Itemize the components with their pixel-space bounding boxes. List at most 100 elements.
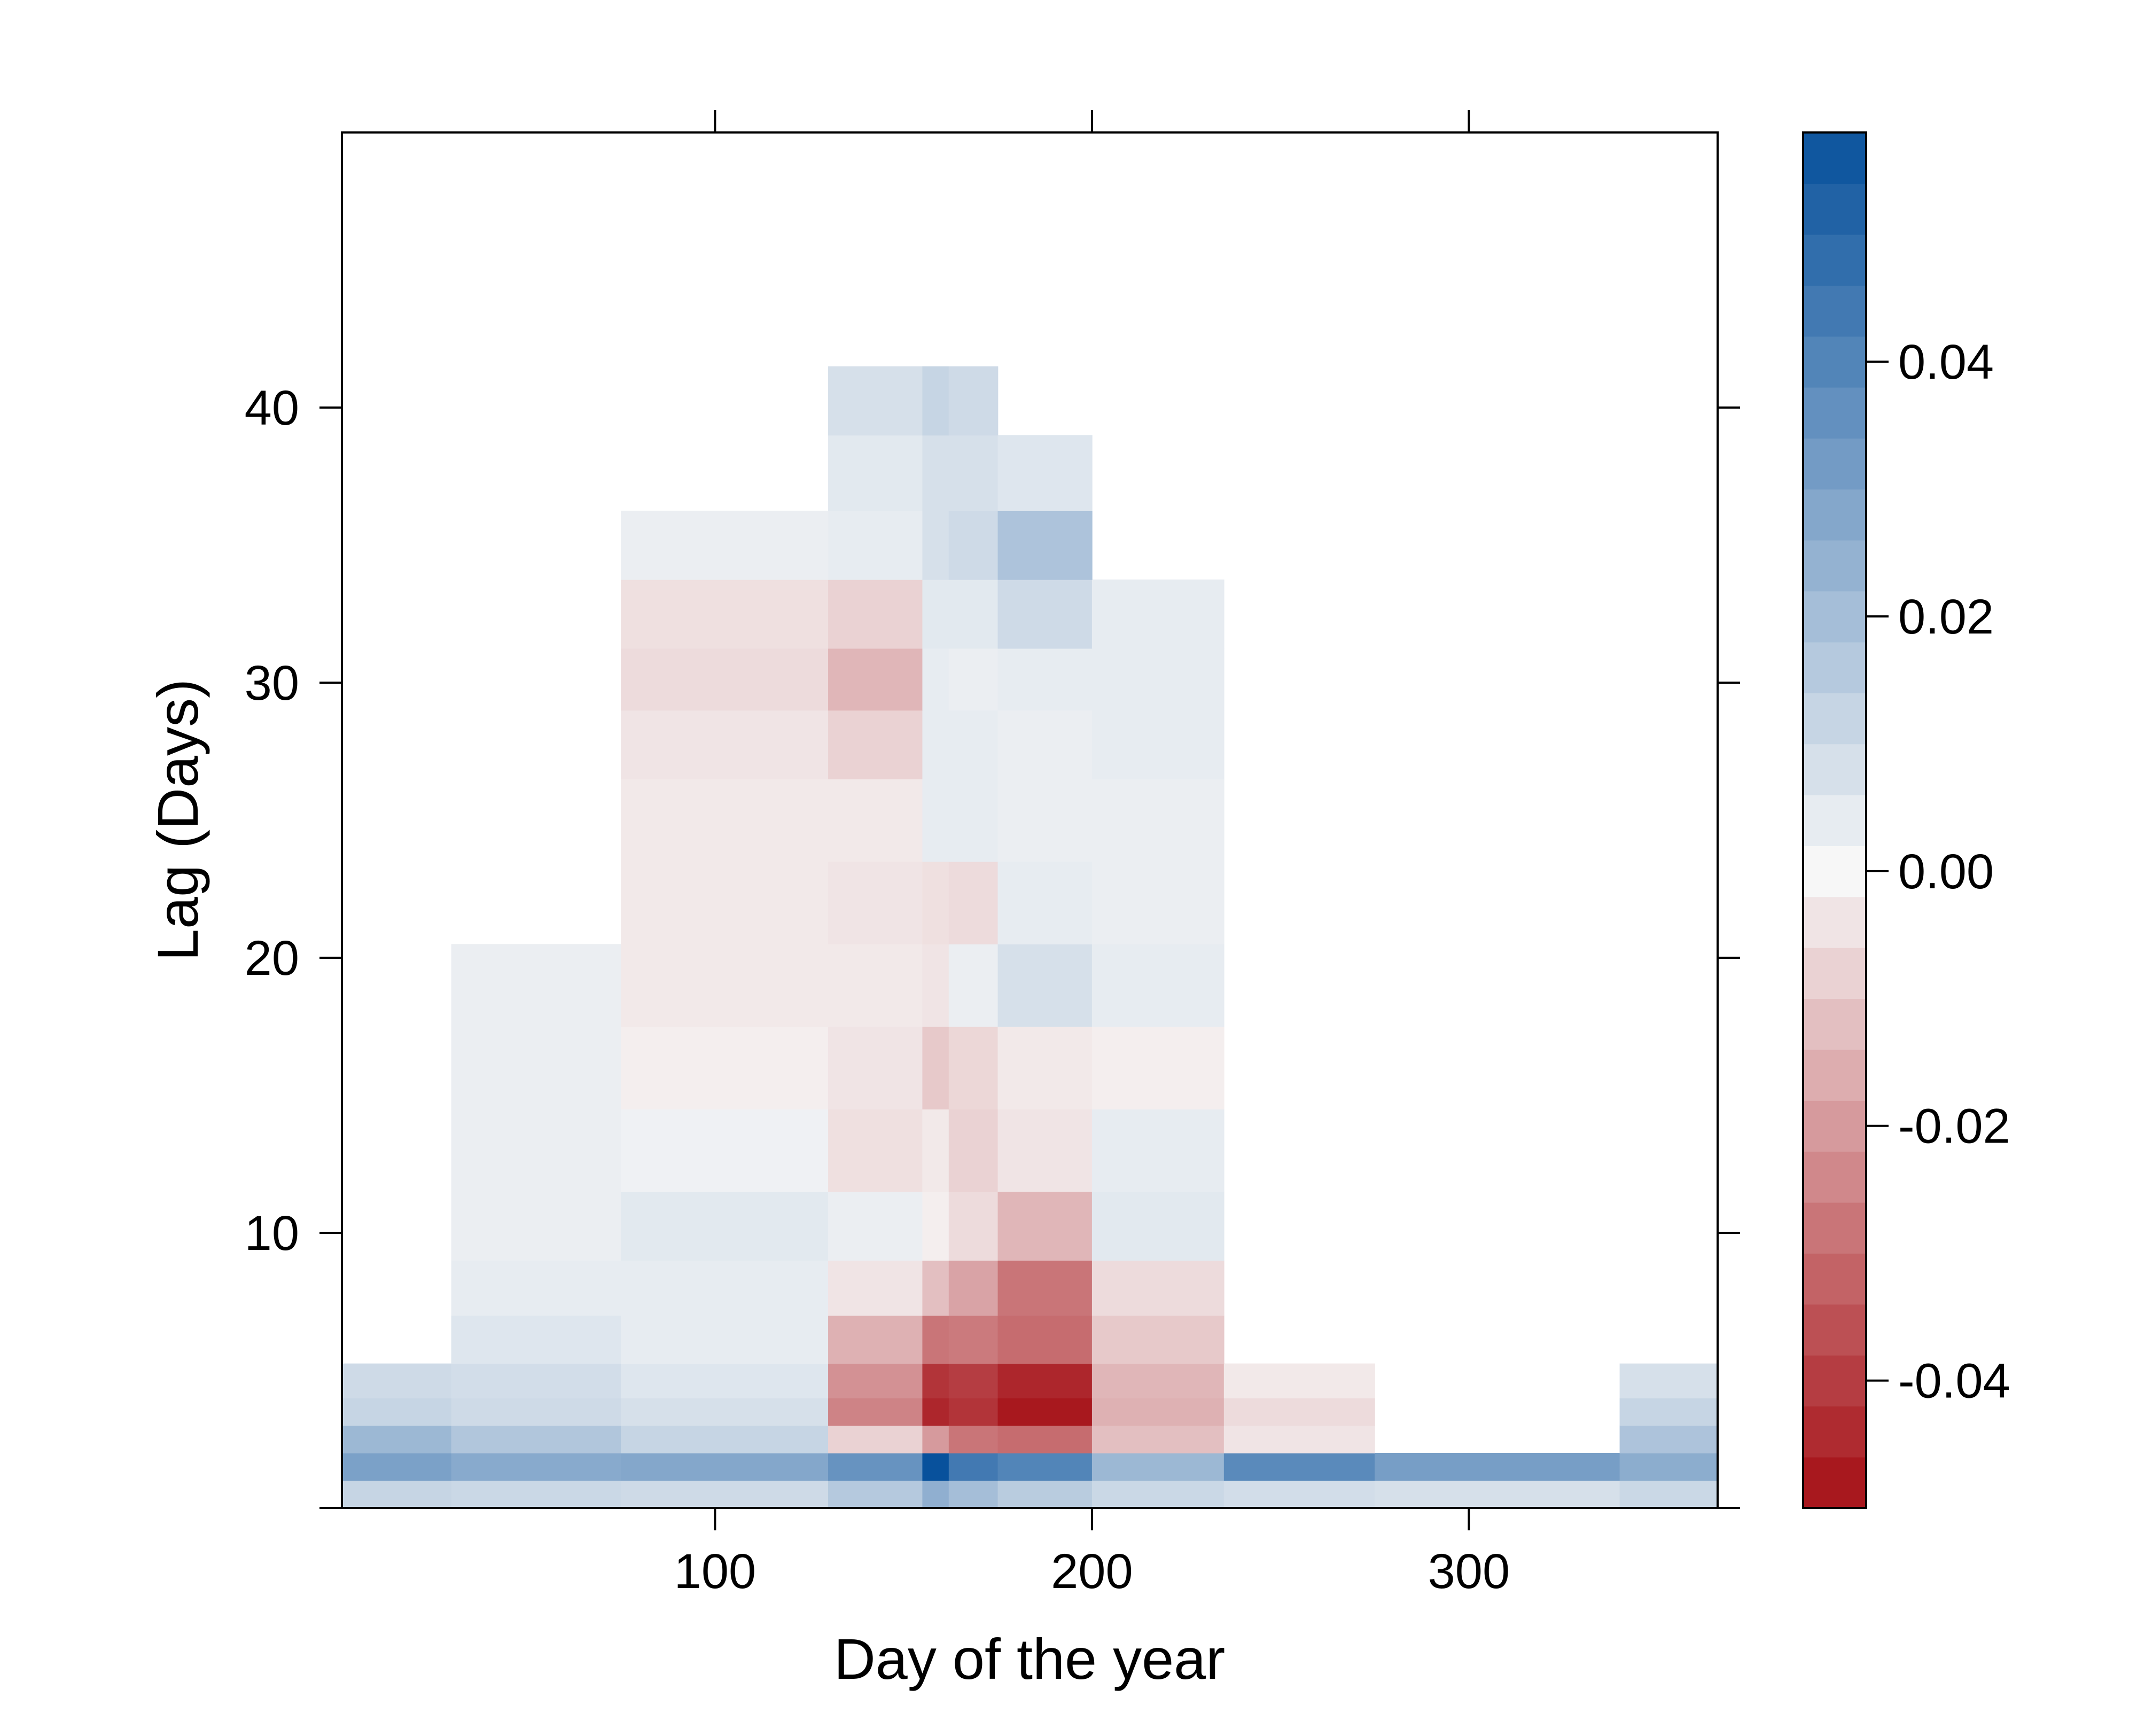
heatmap-cell	[1091, 861, 1225, 945]
heatmap-cell	[1091, 648, 1225, 711]
heatmap-cell	[621, 1191, 829, 1261]
heatmap-cell	[621, 944, 829, 1027]
colorbar-step	[1803, 1304, 1866, 1356]
heatmap-cell	[922, 944, 949, 1027]
heatmap-cell	[1619, 1398, 1718, 1426]
heatmap-cell	[451, 1260, 621, 1316]
heatmap-cell	[828, 1191, 923, 1261]
colorbar-step	[1803, 234, 1866, 286]
heatmap-cell	[828, 1425, 923, 1453]
heatmap-cell	[621, 710, 829, 780]
heatmap-cell	[997, 779, 1093, 862]
heatmap-cell	[1223, 1453, 1375, 1481]
heatmap-cell	[948, 366, 999, 436]
heatmap-cell	[922, 511, 949, 580]
heatmap-cell	[828, 861, 923, 945]
heatmap-cell	[997, 861, 1093, 945]
heatmap-cell	[621, 1315, 829, 1364]
colorbar-step	[1803, 794, 1866, 846]
colorbar-tick-labels: -0.04 -0.02 0.00 0.02 0.04	[1866, 335, 2010, 1409]
colorbar-step	[1803, 1202, 1866, 1254]
heatmap-cell	[828, 511, 923, 580]
heatmap-cell	[1619, 1480, 1718, 1508]
heatmap-cell	[1375, 1480, 1620, 1508]
heatmap-cell	[948, 435, 999, 511]
heatmap-cell	[451, 1191, 621, 1261]
colorbar-step	[1803, 539, 1866, 592]
heatmap-cell	[1091, 1191, 1225, 1261]
heatmap-cell	[1091, 710, 1225, 780]
y-tick-label: 40	[245, 381, 299, 435]
heatmap-cell	[828, 366, 923, 436]
colorbar-tick-label: 0.00	[1898, 844, 1994, 899]
heatmap-cell	[997, 1480, 1093, 1508]
heatmap-cell	[997, 1315, 1093, 1364]
axis-ticks	[319, 110, 1740, 1530]
colorbar-step	[1803, 846, 1866, 897]
colorbar-step	[1803, 896, 1866, 948]
colorbar-step	[1803, 438, 1866, 490]
colorbar-step	[1803, 693, 1866, 745]
heatmap-cell	[948, 861, 999, 945]
heatmap-cell	[828, 710, 923, 780]
heatmap-cell	[342, 1398, 452, 1426]
heatmap-cell	[621, 1398, 829, 1426]
heatmap-cell	[621, 779, 829, 862]
heatmap-cell	[1091, 1425, 1225, 1453]
colorbar-step	[1803, 947, 1866, 999]
heatmap-cell	[997, 1191, 1093, 1261]
heatmap-cell	[922, 648, 949, 711]
heatmap-cell	[451, 1026, 621, 1110]
heatmap-cell	[828, 1315, 923, 1364]
plot-frame	[341, 131, 1719, 1509]
heatmap-cell	[1223, 1480, 1375, 1508]
heatmap-cell	[828, 1260, 923, 1316]
heatmap-cell	[828, 944, 923, 1027]
colorbar-step	[1803, 489, 1866, 541]
heatmap-cell	[922, 1026, 949, 1110]
x-tick-label: 200	[1051, 1544, 1133, 1599]
heatmap-cell	[922, 1425, 949, 1453]
x-axis-title: Day of the year	[834, 1626, 1225, 1691]
colorbar-step	[1803, 183, 1866, 235]
heatmap-cell	[451, 1315, 621, 1364]
heatmap-cell	[828, 648, 923, 711]
heatmap-cell	[922, 366, 949, 436]
heatmap-cell	[997, 648, 1093, 711]
colorbar-step	[1803, 1406, 1866, 1458]
heatmap-cell	[922, 435, 949, 511]
heatmap-cell	[621, 1363, 829, 1398]
colorbar-step	[1803, 642, 1866, 693]
heatmap-cell	[948, 1425, 999, 1453]
heatmap-cell	[997, 1398, 1093, 1426]
heatmap-cell	[828, 779, 923, 862]
heatmap-cell	[922, 710, 949, 780]
heatmap-cell	[948, 1315, 999, 1364]
heatmap-cell	[922, 861, 949, 945]
heatmap-cell	[997, 1260, 1093, 1316]
heatmap-cell	[922, 1260, 949, 1316]
colorbar-step	[1803, 132, 1866, 184]
heatmap-cell	[828, 435, 923, 511]
heatmap-cell	[828, 1398, 923, 1426]
y-tick-label: 20	[245, 931, 299, 986]
heatmap-cell	[828, 1109, 923, 1192]
colorbar-step	[1803, 336, 1866, 388]
heatmap-cell	[1619, 1453, 1718, 1481]
heatmap-cell	[828, 1026, 923, 1110]
heatmap-cell	[948, 1398, 999, 1426]
axis-tick-labels: 100 200 300 10 20 30 40	[245, 381, 1510, 1599]
x-tick-label: 100	[674, 1544, 756, 1599]
heatmap-cell	[922, 1398, 949, 1426]
heatmap-cell	[621, 1453, 829, 1481]
heatmap-cell	[997, 579, 1093, 649]
heatmap-cell	[922, 1453, 949, 1481]
colorbar-tick-label: -0.02	[1898, 1099, 2010, 1154]
heatmap-cell	[922, 1315, 949, 1364]
heatmap-cell	[948, 779, 999, 862]
colorbar-step	[1803, 387, 1866, 439]
heatmap-cell	[922, 1480, 949, 1508]
heatmap-cell	[1091, 1109, 1225, 1192]
heatmap-cell	[1091, 1260, 1225, 1316]
